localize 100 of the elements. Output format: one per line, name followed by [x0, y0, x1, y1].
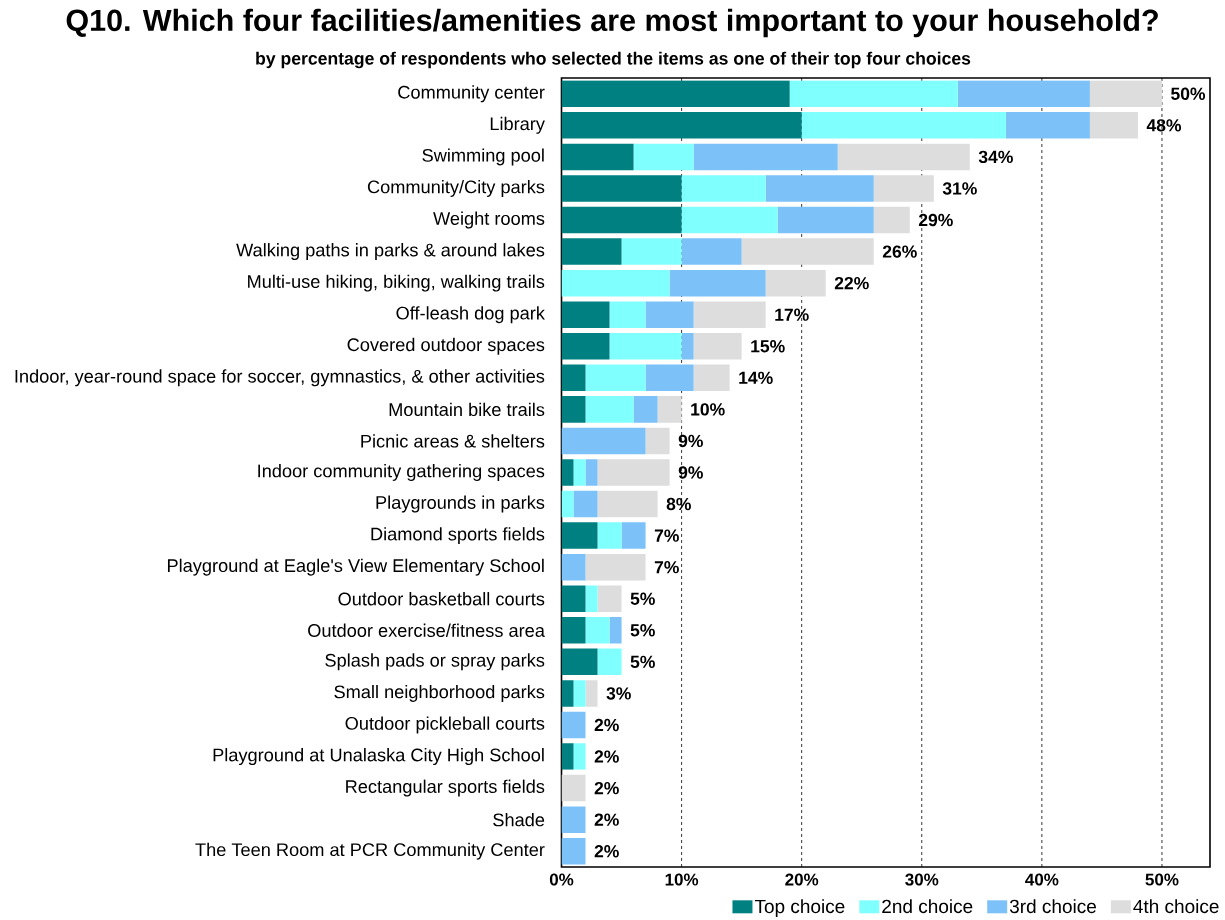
- total-label: 9%: [678, 466, 703, 479]
- bar: [573, 490, 598, 518]
- y-tick-label: Multi-use hiking, biking, walking trails: [248, 274, 545, 292]
- bar: [837, 143, 970, 171]
- bar: [681, 333, 694, 360]
- bar: [585, 364, 646, 392]
- bar: [681, 238, 742, 265]
- bar: [561, 680, 574, 707]
- bar: [669, 269, 766, 297]
- bar: [561, 585, 586, 612]
- bar: [645, 301, 694, 328]
- bar: [789, 80, 958, 108]
- chart-title: Q10. Which four facilities/amenities are most important to your household?: [66, 8, 1158, 38]
- legend-label: Top choice: [754, 899, 845, 917]
- total-label: 7%: [654, 529, 679, 542]
- bar: [1089, 80, 1162, 108]
- bar: [609, 617, 622, 644]
- bar: [681, 175, 766, 202]
- total-label: 3%: [606, 687, 631, 700]
- y-tick-label: Indoor, year-round space for soccer, gymnastics, & other activities: [15, 369, 545, 387]
- bar: [561, 490, 574, 518]
- y-tick-label: The Teen Room at PCR Community Center: [195, 842, 545, 860]
- y-tick-label: Small neighborhood parks: [334, 684, 545, 702]
- total-label: 22%: [834, 276, 869, 290]
- y-tick-label: Community center: [398, 85, 545, 103]
- y-tick-label: Rectangular sports fields: [346, 779, 545, 797]
- bar: [693, 364, 730, 392]
- bar: [801, 112, 1006, 139]
- bar: [561, 238, 622, 265]
- bar: [561, 459, 574, 486]
- bar: [561, 333, 610, 360]
- bar: [561, 80, 790, 108]
- y-tick-label: Covered outdoor spaces: [347, 337, 545, 355]
- total-label: 2%: [594, 813, 619, 826]
- x-tick-label: 30%: [905, 873, 939, 886]
- total-label: 48%: [1146, 119, 1182, 132]
- bar: [597, 585, 622, 612]
- legend-label: 4th choice: [1133, 899, 1219, 914]
- bar: [585, 553, 646, 581]
- bar: [561, 648, 598, 676]
- legend-label: 3rd choice: [1009, 899, 1096, 914]
- bar: [561, 206, 682, 234]
- y-tick-label: Playground at Eagle's View Elementary School: [167, 558, 544, 576]
- bar: [873, 175, 934, 202]
- bar: [657, 396, 682, 423]
- bar: [561, 301, 610, 328]
- total-label: 5%: [630, 655, 655, 669]
- bar: [585, 585, 598, 612]
- bar: [597, 648, 622, 676]
- total-label: 7%: [654, 561, 679, 574]
- bar: [765, 269, 826, 297]
- bar: [561, 617, 586, 644]
- total-label: 2%: [594, 750, 619, 763]
- chart-subtitle: by percentage of respondents who selected the items as one of their top four choices: [256, 51, 971, 69]
- total-label: 8%: [666, 497, 691, 511]
- bar: [693, 143, 838, 171]
- bar: [693, 333, 742, 360]
- bar: [609, 333, 682, 360]
- bar: [1005, 112, 1090, 139]
- y-tick-label: Outdoor basketball courts: [338, 592, 545, 606]
- total-label: 2%: [594, 845, 619, 858]
- y-tick-label: Splash pads or spray parks: [325, 653, 545, 671]
- bar: [561, 364, 586, 392]
- x-tick-label: 50%: [1145, 873, 1179, 886]
- y-tick-label: Library: [490, 116, 545, 134]
- total-label: 29%: [918, 213, 953, 227]
- bar: [585, 459, 598, 486]
- bar: [561, 427, 646, 455]
- bar: [681, 206, 778, 234]
- bar: [573, 680, 586, 707]
- total-label: 26%: [882, 245, 917, 258]
- total-label: 15%: [751, 340, 785, 353]
- y-tick-label: Outdoor pickleball courts: [345, 716, 545, 734]
- bar: [561, 806, 586, 833]
- bar: [693, 301, 766, 328]
- bar: [573, 459, 586, 486]
- bar: [561, 553, 586, 581]
- y-tick-label: Playgrounds in parks: [376, 495, 545, 513]
- x-tick-label: 0%: [549, 873, 574, 886]
- bar: [561, 143, 634, 171]
- bar: [633, 143, 694, 171]
- total-label: 2%: [594, 718, 619, 732]
- bar: [585, 680, 598, 707]
- bar: [573, 743, 586, 770]
- x-tick-label: 20%: [785, 873, 819, 886]
- y-tick-label: Playground at Unalaska City High School: [213, 748, 544, 766]
- y-tick-label: Weight rooms: [433, 211, 545, 229]
- bar: [621, 238, 682, 265]
- y-tick-label: Mountain bike trails: [389, 402, 545, 417]
- bar: [585, 617, 610, 644]
- bar: [561, 175, 682, 202]
- y-tick-label: Community/City parks: [367, 179, 545, 197]
- bar: [645, 427, 670, 455]
- bar: [621, 522, 646, 549]
- legend-label: 2nd choice: [882, 899, 973, 914]
- y-tick-label: Swimming pool: [422, 148, 544, 166]
- y-tick-label: Picnic areas & shelters: [361, 434, 545, 448]
- bar: [561, 396, 586, 423]
- y-tick-label: Diamond sports fields: [371, 527, 545, 545]
- total-label: 10%: [691, 403, 725, 416]
